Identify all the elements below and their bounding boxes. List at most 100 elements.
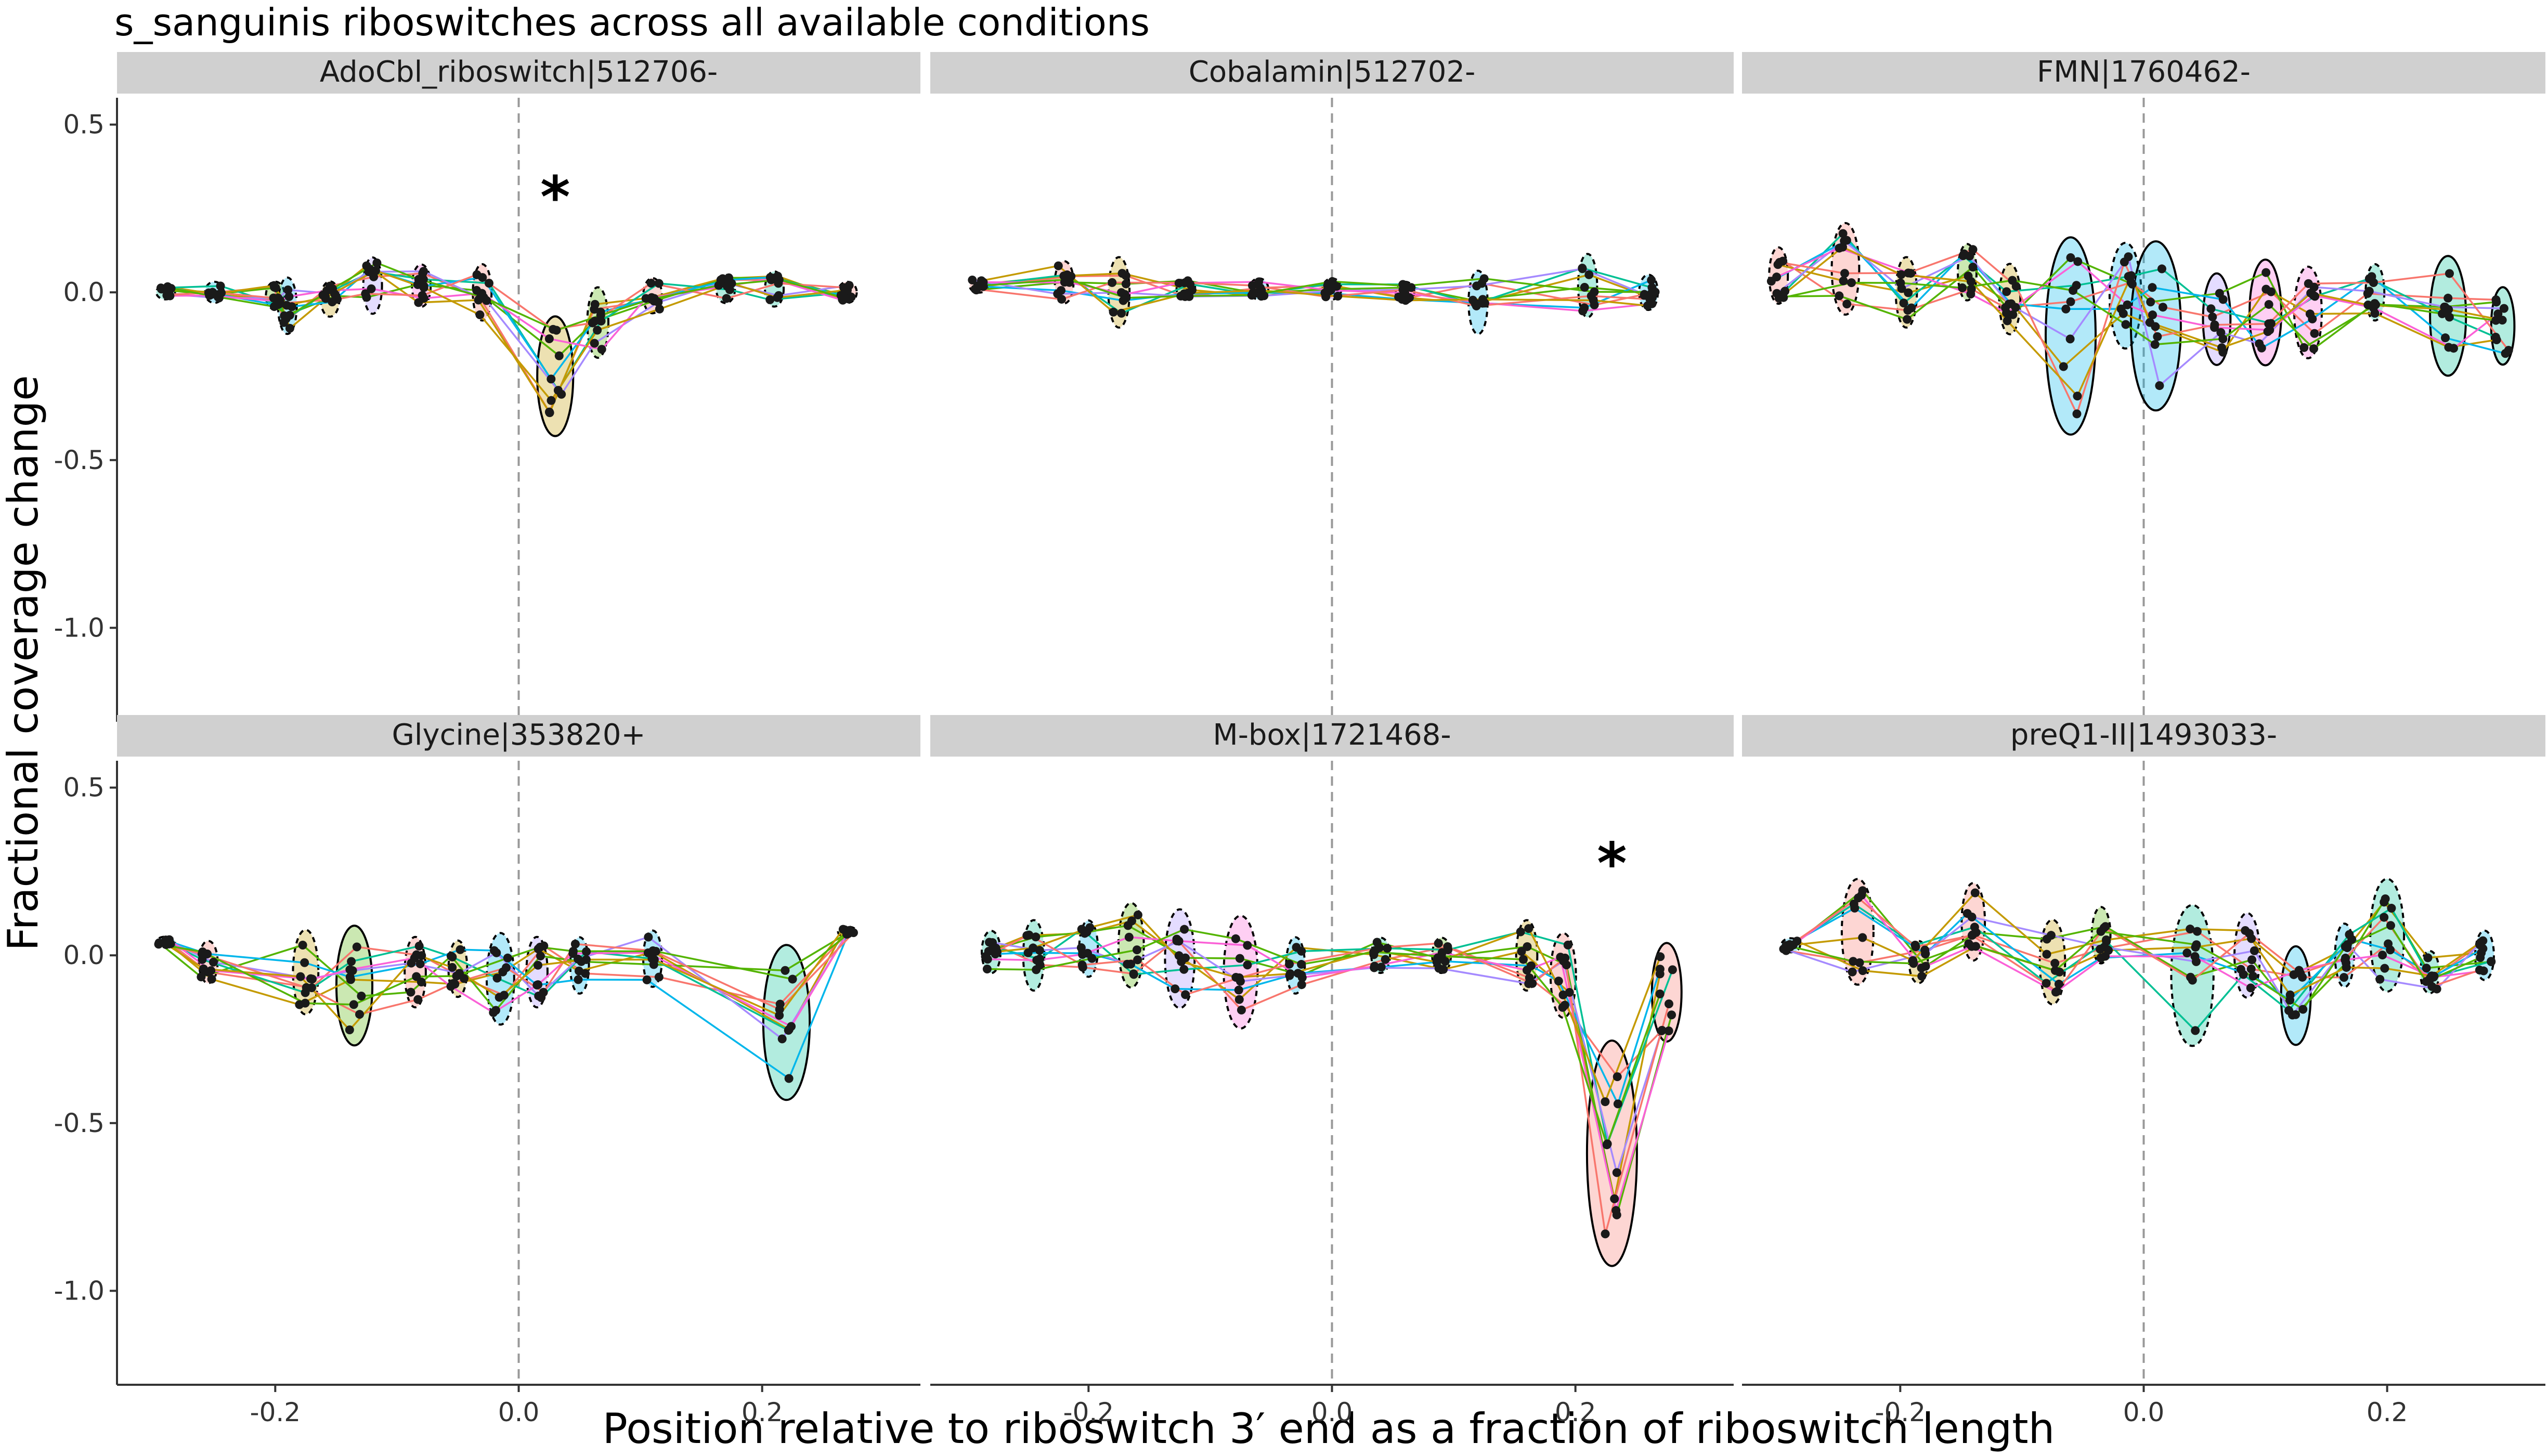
data-point [2370,298,2380,308]
data-point [284,292,294,302]
data-point [777,1034,787,1044]
data-point [2263,327,2272,336]
data-point [2309,344,2319,354]
data-point [1479,274,1489,283]
data-point [492,948,501,957]
data-point [2308,314,2317,323]
data-point [1297,980,1306,990]
data-point [1117,269,1127,278]
data-point [1613,1099,1622,1109]
data-point [448,979,458,988]
facet-strip-label: Glycine|353820+ [392,718,646,752]
data-point [1087,954,1097,963]
data-point [642,975,652,984]
data-point [283,285,293,294]
data-point [2422,964,2431,973]
group-ellipse [292,929,320,1016]
data-point [492,973,502,983]
data-point [1904,288,1913,297]
data-point [2054,980,2063,989]
data-point [787,1022,796,1031]
panel-2: Cobalamin|512702- [930,52,1734,722]
data-point [1612,1168,1621,1177]
data-point [2050,966,2060,975]
data-point [1132,945,1141,955]
data-point [1958,283,1967,293]
x-tick-label: 0.0 [498,1397,540,1427]
data-point [727,279,736,288]
data-point [545,408,554,418]
data-point [1031,932,1041,942]
data-point [2378,951,2387,960]
data-point [2445,269,2454,278]
data-point [2499,304,2508,313]
data-point [2422,977,2431,986]
data-point [2208,313,2217,322]
data-point [981,952,990,961]
data-point [1968,263,1978,272]
data-point [2443,293,2453,303]
data-point [1528,979,1537,988]
data-point [419,267,428,276]
data-point [361,289,370,298]
data-point [413,995,423,1004]
data-point [554,351,564,360]
data-point [1664,1026,1673,1035]
data-point [596,310,605,320]
facet-strip [930,715,1734,757]
panel-1: AdoCbl_riboswitch|512706- 0.5 0.0 -0.5 -1.0 * [54,52,920,722]
data-point [2066,297,2075,306]
data-point [2182,948,2192,958]
data-point [1647,276,1656,285]
data-point [1243,960,1252,970]
data-point [345,1025,354,1034]
data-point [1524,924,1533,933]
data-point [2298,1005,2308,1014]
data-point [301,998,310,1008]
data-point [574,954,583,964]
data-point [1437,952,1446,961]
data-point [2100,942,2109,952]
data-point [2073,257,2083,266]
data-point [1554,977,1563,986]
data-point [1911,942,1920,952]
data-point [1108,278,1117,287]
data-point [843,285,852,295]
data-point [364,267,373,277]
data-point [2127,271,2136,280]
data-point [2478,936,2488,945]
data-point [1899,298,1908,308]
data-point [1657,1026,1666,1035]
data-point [844,294,853,304]
data-point [547,374,556,384]
data-point [2148,283,2157,292]
data-point [1578,264,1587,274]
x-axis-title: Position relative to riboswitch 3′ end a… [603,1405,2055,1453]
data-point [157,284,166,294]
data-point [206,966,216,976]
data-point [1057,294,1067,304]
data-point [371,266,380,276]
data-point [298,941,307,950]
data-point [2101,952,2110,961]
significance-marker: * [1597,830,1627,897]
data-point [1667,1010,1676,1020]
significance-marker: * [540,164,570,230]
data-point [1370,961,1379,971]
condition-line [1782,260,2497,335]
condition-line [165,932,854,1016]
data-point [406,987,415,997]
data-point [2158,303,2167,312]
data-point [1611,1206,1621,1215]
data-point [1601,1097,1610,1107]
data-point [1839,276,1848,285]
data-point [414,275,423,284]
data-point [2487,957,2496,966]
data-point [2380,964,2389,973]
data-point [1522,966,1531,975]
data-point [2341,953,2350,963]
data-point [2073,392,2082,401]
data-point [581,955,591,964]
y-tick-label: -1.0 [54,1276,105,1306]
data-point [2386,945,2395,955]
